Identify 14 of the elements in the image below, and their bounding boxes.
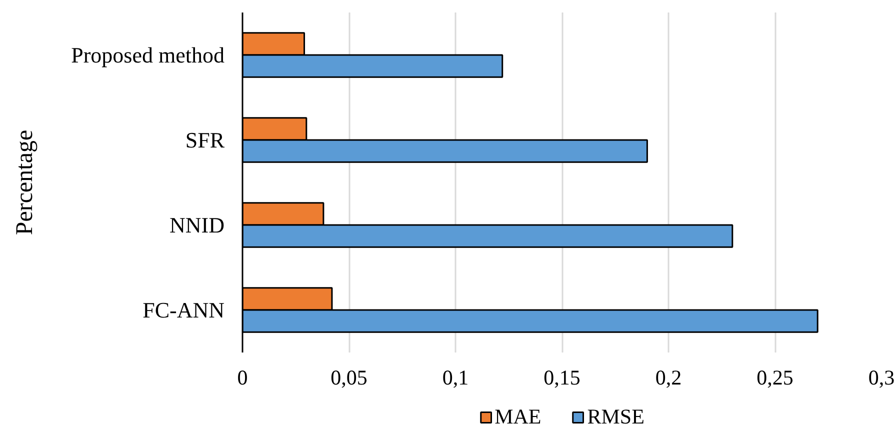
x-tick-label: 0,2 xyxy=(655,366,682,390)
x-tick-label: 0,15 xyxy=(544,366,580,390)
x-tick-label: 0 xyxy=(237,366,248,390)
x-tick-label: 0,3 xyxy=(868,366,895,390)
y-tick-label: Proposed method xyxy=(71,42,225,68)
x-tick-label: 0,25 xyxy=(756,366,794,390)
y-tick-label: SFR xyxy=(185,128,225,152)
legend-label: MAE xyxy=(494,404,542,429)
legend-label: RMSE xyxy=(587,404,644,429)
y-tick-label: NNID xyxy=(170,212,225,238)
x-tick-label: 0,1 xyxy=(442,366,469,390)
x-tick-label: 0,05 xyxy=(330,366,368,390)
y-axis-title: Percentage xyxy=(12,130,38,236)
y-tick-label: FC-ANN xyxy=(142,298,225,322)
